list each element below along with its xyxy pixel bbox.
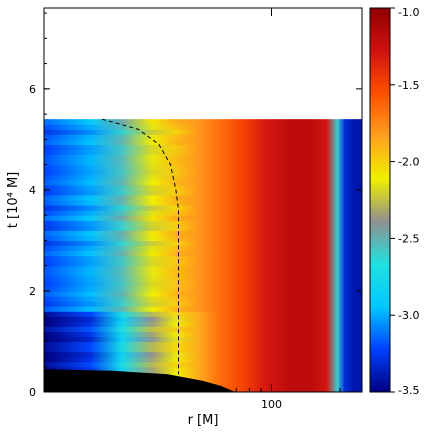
heatmap-row <box>44 290 362 297</box>
colorbar-tick-label: -2.0 <box>398 156 419 169</box>
heatmap-row <box>44 296 362 302</box>
heatmap-row <box>44 280 362 287</box>
heatmap-row <box>44 326 362 332</box>
heatmap-row <box>44 331 362 338</box>
heatmap-row <box>44 184 362 191</box>
heatmap-row <box>44 169 362 176</box>
heatmap-row <box>44 376 362 383</box>
heatmap-row <box>44 174 362 181</box>
heatmap-row <box>44 356 362 363</box>
heatmap-row <box>44 139 362 146</box>
heatmap-row <box>44 210 362 216</box>
heatmap-row <box>44 311 362 317</box>
heatmap-row <box>44 240 362 247</box>
heatmap-row <box>44 301 362 307</box>
heatmap-row <box>44 250 362 257</box>
heatmap-row <box>44 321 362 327</box>
heatmap-row <box>44 200 362 206</box>
heatmap-row <box>44 361 362 368</box>
heatmap-row <box>44 149 362 156</box>
y-tick-label: 2 <box>29 285 36 298</box>
heatmap-row <box>44 275 362 282</box>
axis-ticks: 0 2 4 6 100 <box>29 8 362 411</box>
heatmap-row <box>44 144 362 151</box>
heatmap-row <box>44 194 362 201</box>
colorbar-tick-label: -1.5 <box>398 79 419 92</box>
heatmap-row <box>44 154 362 161</box>
heatmap-row <box>44 124 362 130</box>
heatmap-row <box>44 220 362 226</box>
dashed-boundary-curve <box>101 118 179 375</box>
heatmap-field <box>44 119 362 392</box>
y-tick-label: 4 <box>29 184 36 197</box>
heatmap-row <box>44 230 362 236</box>
plot-area <box>44 118 362 392</box>
heatmap-row <box>44 341 362 348</box>
heatmap-row <box>44 316 362 322</box>
heatmap-row <box>44 306 362 312</box>
heatmap-row <box>44 164 362 171</box>
heatmap-row <box>44 134 362 140</box>
heatmap-row <box>44 159 362 166</box>
heatmap-row <box>44 225 362 231</box>
x-tick-label: 100 <box>261 398 282 411</box>
heatmap-row <box>44 189 362 196</box>
heatmap-row <box>44 129 362 135</box>
colorbar-tick-label: -3.0 <box>398 309 419 322</box>
y-tick-label: 0 <box>29 386 36 399</box>
colorbar-tick-label: -1.0 <box>398 6 419 19</box>
black-inner-region <box>44 369 237 392</box>
heatmap-row <box>44 265 362 272</box>
colorbar-tick-label: -2.5 <box>398 232 419 245</box>
heatmap-row <box>44 215 362 221</box>
heatmap-row <box>44 205 362 211</box>
heatmap-row <box>44 371 362 378</box>
heatmap-row <box>44 366 362 373</box>
heatmap-row <box>44 285 362 292</box>
heatmap-row <box>44 255 362 262</box>
heatmap-row <box>44 235 362 242</box>
heatmap-row <box>44 336 362 343</box>
colorbar-ticks: -1.0 -1.5 -2.0 -2.5 -3.0 -3.5 <box>390 6 419 397</box>
heatmap-row <box>44 270 362 277</box>
y-axis-label: t [10⁴ M] <box>6 172 21 228</box>
colorbar <box>369 7 391 393</box>
heatmap-row <box>44 119 362 125</box>
heatmap-row <box>44 346 362 353</box>
heatmap-row <box>44 351 362 358</box>
heatmap-row <box>44 179 362 186</box>
heatmap-row <box>44 245 362 252</box>
colorbar-tick-label: -3.5 <box>398 384 419 397</box>
x-axis-label: r [M] <box>188 413 219 428</box>
y-tick-label: 6 <box>29 83 36 96</box>
heatmap-row <box>44 260 362 267</box>
